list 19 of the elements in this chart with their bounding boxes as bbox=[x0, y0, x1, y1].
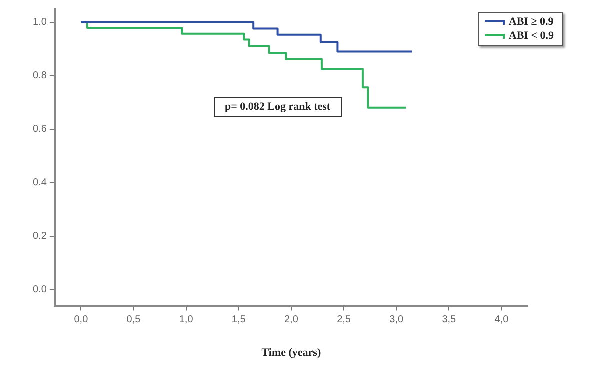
legend-label: ABI < 0.9 bbox=[508, 29, 554, 43]
x-axis-title: Time (years) bbox=[262, 347, 322, 360]
legend-label: ABI ≥ 0.9 bbox=[508, 15, 554, 29]
x-tick-label: 2,0 bbox=[284, 314, 299, 326]
x-tick-label: 1,5 bbox=[232, 314, 246, 326]
y-tick-label: 0.6 bbox=[32, 124, 48, 136]
x-tick-label: 1,0 bbox=[179, 314, 194, 326]
x-tick-label: 4,0 bbox=[494, 314, 510, 326]
y-tick-label: 1.0 bbox=[32, 17, 48, 28]
x-tick-label: 3,5 bbox=[442, 314, 457, 326]
annotation: p= 0.082 Log rank test bbox=[214, 97, 342, 117]
y-tick-label: 0.8 bbox=[32, 70, 48, 82]
x-tick-label: 3,0 bbox=[390, 314, 404, 326]
y-tick-label: 0.0 bbox=[32, 284, 48, 296]
y-tick-label: 0.4 bbox=[32, 178, 48, 189]
x-tick-label: 2,5 bbox=[337, 314, 352, 326]
x-tick-label: 0,0 bbox=[74, 314, 89, 326]
x-tick-label: 0,5 bbox=[126, 314, 142, 326]
y-tick-label: 0.2 bbox=[32, 231, 48, 242]
